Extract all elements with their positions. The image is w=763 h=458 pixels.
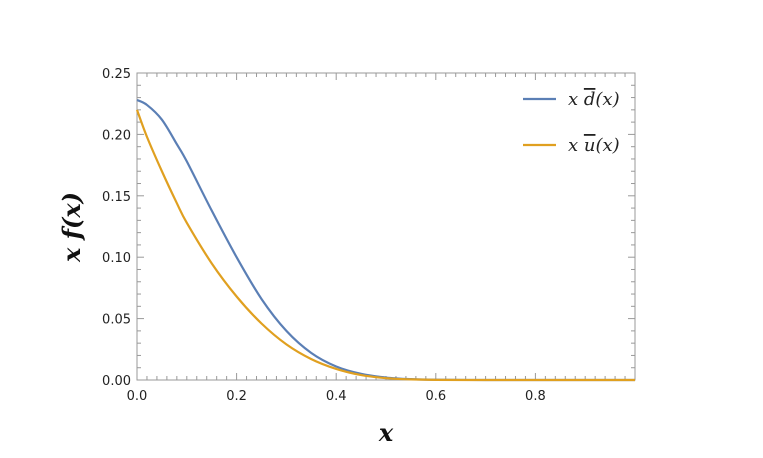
x-tick-label: 0.6 <box>425 389 446 404</box>
legend: x d(x) x u(x) <box>523 89 620 156</box>
x-axis-title: x <box>378 418 394 447</box>
legend-label-dbar: x d(x) <box>568 89 620 110</box>
y-tick-label: 0.05 <box>102 313 131 328</box>
tick-labels: 0.0 0.2 0.4 0.6 0.8 0.00 0.05 0.10 0.15 0.20 0.25 <box>102 67 546 404</box>
x-tick-label: 0.4 <box>326 389 347 404</box>
y-tick-label: 0.00 <box>102 374 131 389</box>
series-line-dbar <box>136 99 635 382</box>
series-lines <box>135 99 635 382</box>
plot-frame <box>136 72 636 381</box>
y-tick-label: 0.10 <box>102 251 131 266</box>
ticks <box>136 72 636 381</box>
x-tick-label: 0.2 <box>226 389 247 404</box>
x-tick-label: 0.8 <box>525 389 546 404</box>
legend-label-ubar: x u(x) <box>568 135 620 156</box>
y-tick-label: 0.20 <box>102 128 131 143</box>
y-tick-label: 0.25 <box>102 67 131 82</box>
y-axis-title: x f(x) <box>57 192 86 263</box>
y-tick-label: 0.15 <box>102 190 131 205</box>
series-line-ubar <box>135 109 635 382</box>
x-tick-label: 0.0 <box>127 389 148 404</box>
